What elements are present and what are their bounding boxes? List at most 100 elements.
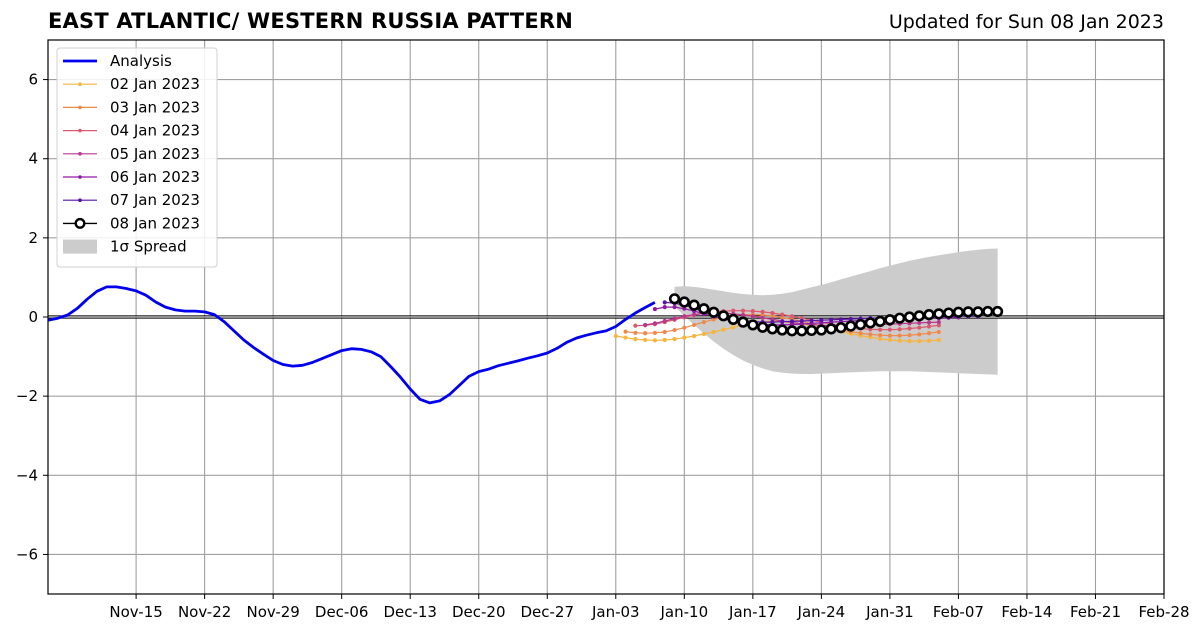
forecast-point: [766, 323, 779, 335]
forecast-point: [884, 314, 896, 326]
forecast-point: [678, 296, 690, 308]
series-lines: [47, 285, 1004, 405]
forecast-point: [962, 306, 974, 318]
forecast-point: [982, 305, 994, 318]
forecast-point: [887, 337, 892, 343]
forecast-point: [809, 318, 814, 323]
forecast-point: [923, 309, 935, 321]
legend-swatch-marker: [78, 152, 82, 156]
forecast-point: [786, 325, 798, 337]
y-tick-label: −2: [16, 387, 38, 405]
x-tick-label: Dec-20: [452, 603, 506, 621]
forecast-point: [757, 321, 769, 333]
forecast-point: [633, 330, 638, 335]
legend-swatch-marker: [78, 198, 82, 202]
forecast-point: [874, 315, 886, 327]
forecast-point: [936, 320, 941, 325]
forecast-point: [907, 333, 912, 338]
forecast-point: [652, 321, 658, 326]
forecast-point: [613, 333, 618, 339]
forecast-point: [838, 317, 844, 322]
forecast-point: [701, 320, 706, 325]
x-tick-label: Jan-24: [797, 603, 846, 621]
forecast-point: [643, 337, 648, 343]
legend-label: 07 Jan 2023: [110, 191, 200, 209]
spread-area: [674, 248, 998, 375]
legend-label: 03 Jan 2023: [110, 98, 200, 116]
x-tick-label: Dec-13: [383, 603, 437, 621]
legend-swatch-marker: [78, 105, 82, 110]
forecast-point: [907, 326, 912, 331]
forecast-point: [688, 299, 700, 311]
chart-title: EAST ATLANTIC/ WESTERN RUSSIA PATTERN: [48, 9, 574, 33]
legend-label: 08 Jan 2023: [110, 214, 200, 232]
x-tick-label: Feb-28: [1138, 603, 1189, 621]
forecast-point: [643, 331, 648, 336]
forecast-point: [770, 310, 775, 316]
y-tick-label: 4: [28, 150, 38, 168]
forecast-point: [854, 318, 867, 331]
legend-swatch-marker: [78, 128, 82, 133]
legend-swatch-marker: [78, 82, 82, 86]
forecast-point: [780, 312, 785, 317]
y-tick-label: 0: [28, 308, 38, 326]
forecast-point: [692, 333, 697, 339]
x-tick-label: Feb-07: [933, 603, 984, 621]
forecast-point: [662, 305, 667, 310]
forecast-point: [845, 320, 857, 332]
forecast-point: [721, 327, 726, 332]
forecast-point: [897, 333, 902, 338]
legend-label: 05 Jan 2023: [110, 145, 200, 163]
forecast-point: [747, 319, 759, 331]
y-tick-label: 2: [28, 229, 38, 247]
forecast-point: [692, 312, 697, 317]
forecast-point: [936, 329, 941, 335]
forecast-point: [878, 333, 883, 338]
forecast-point: [750, 314, 755, 319]
forecast-point: [917, 332, 922, 337]
forecast-point: [701, 331, 706, 337]
forecast-point: [878, 336, 883, 341]
legend-label: 06 Jan 2023: [110, 168, 200, 186]
forecast-point: [952, 306, 965, 318]
forecast-point: [913, 310, 925, 322]
forecast-point: [799, 318, 804, 324]
legend-swatch-spread: [63, 239, 97, 254]
forecast-point: [633, 337, 638, 342]
forecast-point: [750, 308, 755, 314]
forecast-point: [692, 322, 697, 328]
forecast-point: [825, 323, 837, 335]
x-tick-label: Jan-17: [728, 603, 777, 621]
forecast-point: [991, 305, 1004, 318]
forecast-point: [652, 306, 658, 312]
forecast-point: [652, 330, 658, 335]
forecast-point: [933, 308, 945, 320]
forecast-point: [894, 312, 906, 324]
forecast-point: [740, 312, 746, 318]
forecast-point: [682, 335, 687, 340]
forecast-point: [623, 329, 628, 334]
y-tick-label: −4: [16, 466, 38, 484]
forecast-point: [731, 325, 736, 330]
forecast-point: [760, 309, 765, 314]
forecast-point: [737, 316, 749, 328]
legend: Analysis 02 Jan 2023 03 Jan 2023 04 Jan 202…: [56, 47, 218, 268]
x-tick-label: Dec-06: [315, 603, 369, 621]
x-tick-label: Feb-21: [1070, 603, 1121, 621]
forecast-point: [668, 293, 681, 305]
forecast-point: [740, 308, 746, 313]
forecast-point: [819, 318, 824, 323]
legend-swatch-marker: [74, 217, 86, 229]
forecast-point: [887, 327, 892, 332]
x-tick-label: Jan-31: [865, 603, 914, 621]
forecast-point: [623, 335, 628, 340]
x-tick-label: Jan-03: [591, 603, 640, 621]
forecast-point: [917, 325, 922, 330]
x-tick-label: Nov-15: [109, 603, 162, 621]
forecast-point: [727, 313, 739, 325]
forecast-point: [662, 300, 667, 305]
y-tick-label: −6: [16, 545, 38, 563]
x-tick-label: Nov-22: [178, 603, 231, 621]
forecast-point: [943, 307, 955, 319]
forecast-point: [672, 337, 677, 342]
